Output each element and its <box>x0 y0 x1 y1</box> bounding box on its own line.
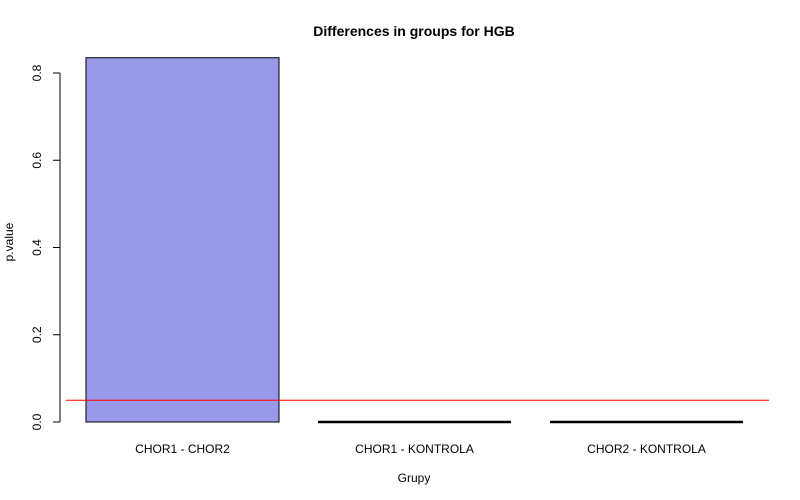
x-axis-label: Grupy <box>398 471 431 485</box>
y-tick-label: 0.2 <box>30 326 44 343</box>
x-tick-label: CHOR1 - CHOR2 <box>135 442 230 456</box>
bars-group <box>85 57 743 424</box>
bar <box>85 57 280 423</box>
chart-title: Differences in groups for HGB <box>313 23 514 39</box>
x-tick-label: CHOR2 - KONTROLA <box>587 442 706 456</box>
y-tick-label: 0.4 <box>30 239 44 256</box>
x-tick-label: CHOR1 - KONTROLA <box>355 442 474 456</box>
y-axis: 0.0 0.2 0.4 0.6 0.8 <box>30 64 61 430</box>
x-tick-labels: CHOR1 - CHOR2 CHOR1 - KONTROLA CHOR2 - KON… <box>135 442 706 456</box>
y-tick-label: 0.0 <box>30 413 44 430</box>
y-tick-label: 0.8 <box>30 64 44 81</box>
y-axis-label: p.value <box>2 222 16 261</box>
y-tick-label: 0.6 <box>30 152 44 169</box>
